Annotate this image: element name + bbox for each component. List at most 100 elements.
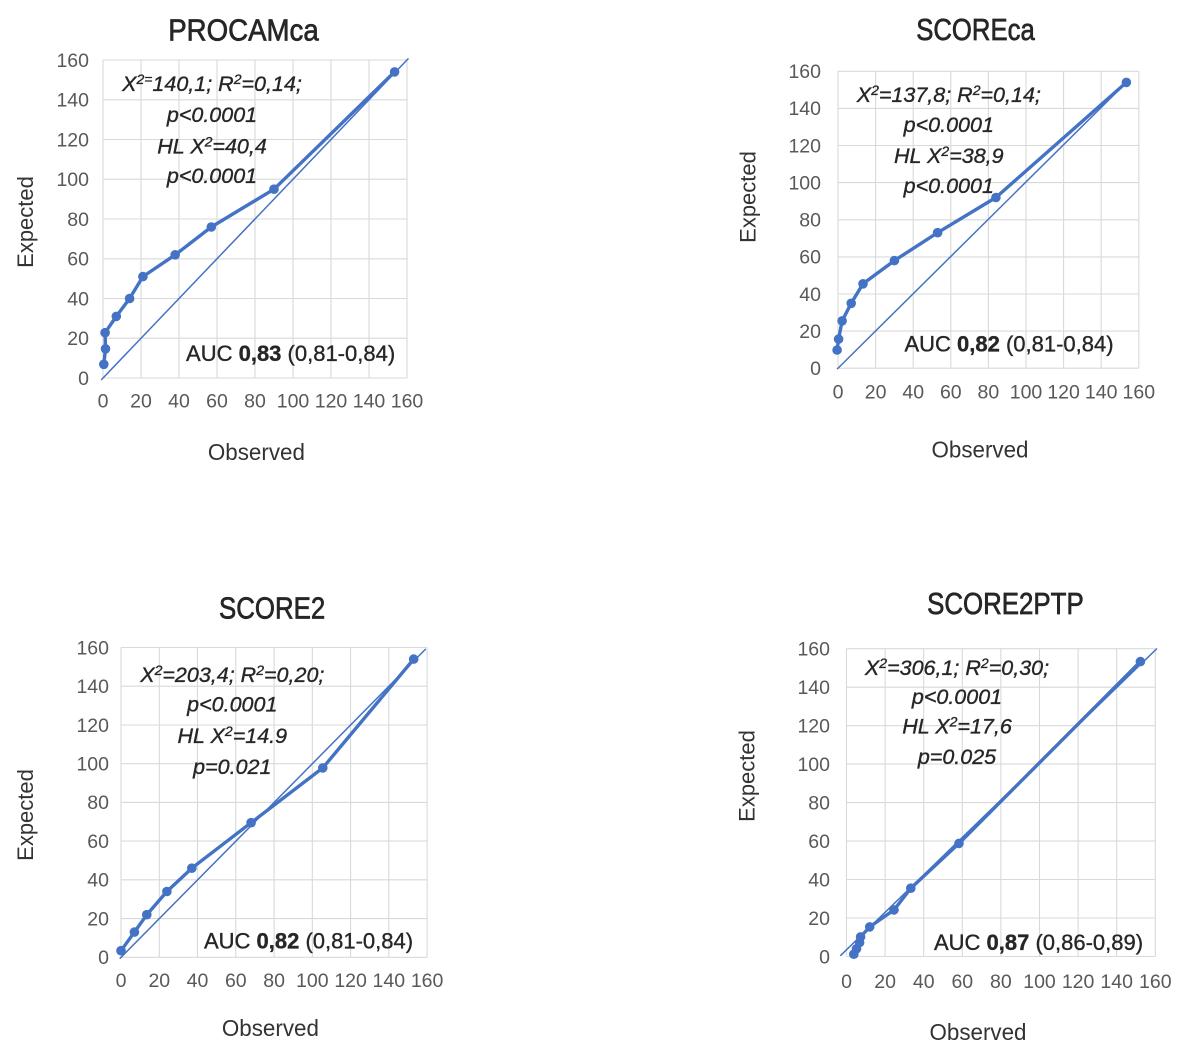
svg-text:0: 0 <box>98 391 109 413</box>
svg-text:60: 60 <box>951 971 973 993</box>
svg-text:120: 120 <box>1062 971 1095 993</box>
svg-text:80: 80 <box>87 792 109 814</box>
svg-text:0: 0 <box>841 971 852 993</box>
svg-text:140: 140 <box>56 90 89 112</box>
svg-text:100: 100 <box>1023 971 1056 993</box>
svg-text:20: 20 <box>87 908 109 930</box>
svg-text:120: 120 <box>56 129 89 151</box>
svg-text:140: 140 <box>1100 971 1133 993</box>
svg-text:0: 0 <box>810 358 821 380</box>
svg-text:X2​=137,8; R2​=0,14;: X2​=137,8; R2​=0,14; <box>856 82 1041 107</box>
svg-text:PROCAMca: PROCAMca <box>168 14 319 48</box>
svg-text:100: 100 <box>296 970 329 992</box>
svg-text:40: 40 <box>168 391 190 413</box>
svg-text:160: 160 <box>1139 971 1172 993</box>
svg-text:80: 80 <box>978 382 1000 404</box>
svg-text:40: 40 <box>67 288 89 310</box>
svg-text:120: 120 <box>76 715 109 737</box>
svg-text:120: 120 <box>315 391 348 413</box>
svg-text:Expected: Expected <box>13 176 38 268</box>
svg-text:40: 40 <box>187 970 209 992</box>
svg-text:p=0.025: p=0.025 <box>917 745 997 769</box>
svg-text:20: 20 <box>874 971 896 993</box>
svg-text:p=0.021: p=0.021 <box>192 755 271 779</box>
svg-text:40: 40 <box>808 869 830 891</box>
svg-text:40: 40 <box>913 971 935 993</box>
svg-text:160: 160 <box>391 391 424 413</box>
svg-text:0: 0 <box>98 947 109 969</box>
svg-text:SCORE2PTP: SCORE2PTP <box>927 587 1084 621</box>
svg-text:0: 0 <box>116 970 127 992</box>
svg-text:20: 20 <box>865 382 887 404</box>
svg-text:Observed: Observed <box>932 437 1029 463</box>
svg-text:60: 60 <box>940 382 962 404</box>
svg-text:60: 60 <box>87 831 109 853</box>
svg-text:60: 60 <box>67 249 89 271</box>
svg-text:AUC 0,83 (0,81-0,84): AUC 0,83 (0,81-0,84) <box>186 341 395 366</box>
svg-text:100: 100 <box>1010 382 1043 404</box>
svg-text:0: 0 <box>833 382 844 404</box>
svg-text:100: 100 <box>788 172 821 194</box>
svg-text:X2=​140,1; R2​=0,14;: X2=​140,1; R2​=0,14; <box>121 71 302 96</box>
svg-text:160: 160 <box>788 61 821 83</box>
svg-text:100: 100 <box>797 754 830 776</box>
svg-text:AUC 0,82 (0,81-0,84): AUC 0,82 (0,81-0,84) <box>204 929 413 954</box>
svg-text:120: 120 <box>797 716 830 738</box>
svg-text:p<0.0001: p<0.0001 <box>166 103 257 127</box>
svg-text:Expected: Expected <box>735 730 760 822</box>
svg-text:80: 80 <box>244 391 266 413</box>
svg-text:Expected: Expected <box>13 769 38 861</box>
svg-text:140: 140 <box>76 676 109 698</box>
svg-text:20: 20 <box>67 328 89 350</box>
svg-text:100: 100 <box>277 391 310 413</box>
svg-text:AUC 0,87 (0,86-0,89): AUC 0,87 (0,86-0,89) <box>934 930 1143 955</box>
svg-text:140: 140 <box>788 98 821 120</box>
svg-text:160: 160 <box>76 637 109 659</box>
svg-text:140: 140 <box>797 677 830 699</box>
svg-text:120: 120 <box>1047 382 1080 404</box>
svg-text:0: 0 <box>78 368 89 390</box>
svg-text:p<0.0001: p<0.0001 <box>911 685 1002 709</box>
svg-text:Observed: Observed <box>930 1019 1027 1045</box>
svg-text:SCOREca: SCOREca <box>916 13 1035 47</box>
svg-text:HL X2​=14.9: HL X2​=14.9 <box>177 723 287 748</box>
svg-text:20: 20 <box>148 970 170 992</box>
svg-text:80: 80 <box>808 792 830 814</box>
svg-text:SCORE2: SCORE2 <box>219 591 325 625</box>
svg-text:p<0.0001: p<0.0001 <box>186 693 277 717</box>
svg-text:60: 60 <box>206 391 228 413</box>
svg-text:80: 80 <box>67 209 89 231</box>
svg-text:40: 40 <box>87 870 109 892</box>
svg-text:p<0.0001: p<0.0001 <box>166 164 257 188</box>
svg-text:120: 120 <box>788 135 821 157</box>
svg-text:100: 100 <box>76 754 109 776</box>
svg-text:160: 160 <box>411 970 444 992</box>
svg-text:40: 40 <box>799 284 821 306</box>
svg-text:160: 160 <box>56 50 89 72</box>
svg-text:HL X2​=17,6: HL X2​=17,6 <box>902 714 1012 739</box>
svg-text:Expected: Expected <box>736 151 761 243</box>
svg-text:80: 80 <box>990 971 1012 993</box>
svg-text:20: 20 <box>130 391 152 413</box>
svg-text:140: 140 <box>353 391 386 413</box>
svg-text:80: 80 <box>799 210 821 232</box>
svg-text:X2​=306,1; R2​=0,30;: X2​=306,1; R2​=0,30; <box>864 655 1049 680</box>
svg-text:60: 60 <box>225 970 247 992</box>
svg-text:Observed: Observed <box>208 439 305 465</box>
svg-text:140: 140 <box>373 970 406 992</box>
svg-text:Observed: Observed <box>222 1015 319 1041</box>
svg-text:p<0.0001: p<0.0001 <box>903 113 994 137</box>
svg-text:80: 80 <box>263 970 285 992</box>
svg-text:HL X2​=38,9: HL X2​=38,9 <box>894 143 1004 168</box>
svg-text:160: 160 <box>797 639 830 661</box>
svg-text:40: 40 <box>902 382 924 404</box>
svg-text:AUC 0,82 (0,81-0,84): AUC 0,82 (0,81-0,84) <box>904 332 1113 357</box>
svg-text:160: 160 <box>1123 382 1156 404</box>
svg-text:X2​=203,4; R2​=0,20;: X2​=203,4; R2​=0,20; <box>139 662 324 687</box>
svg-text:140: 140 <box>1085 382 1118 404</box>
svg-text:60: 60 <box>799 247 821 269</box>
svg-text:60: 60 <box>808 831 830 853</box>
svg-text:100: 100 <box>56 169 89 191</box>
svg-text:0: 0 <box>819 946 830 968</box>
svg-text:120: 120 <box>334 970 367 992</box>
